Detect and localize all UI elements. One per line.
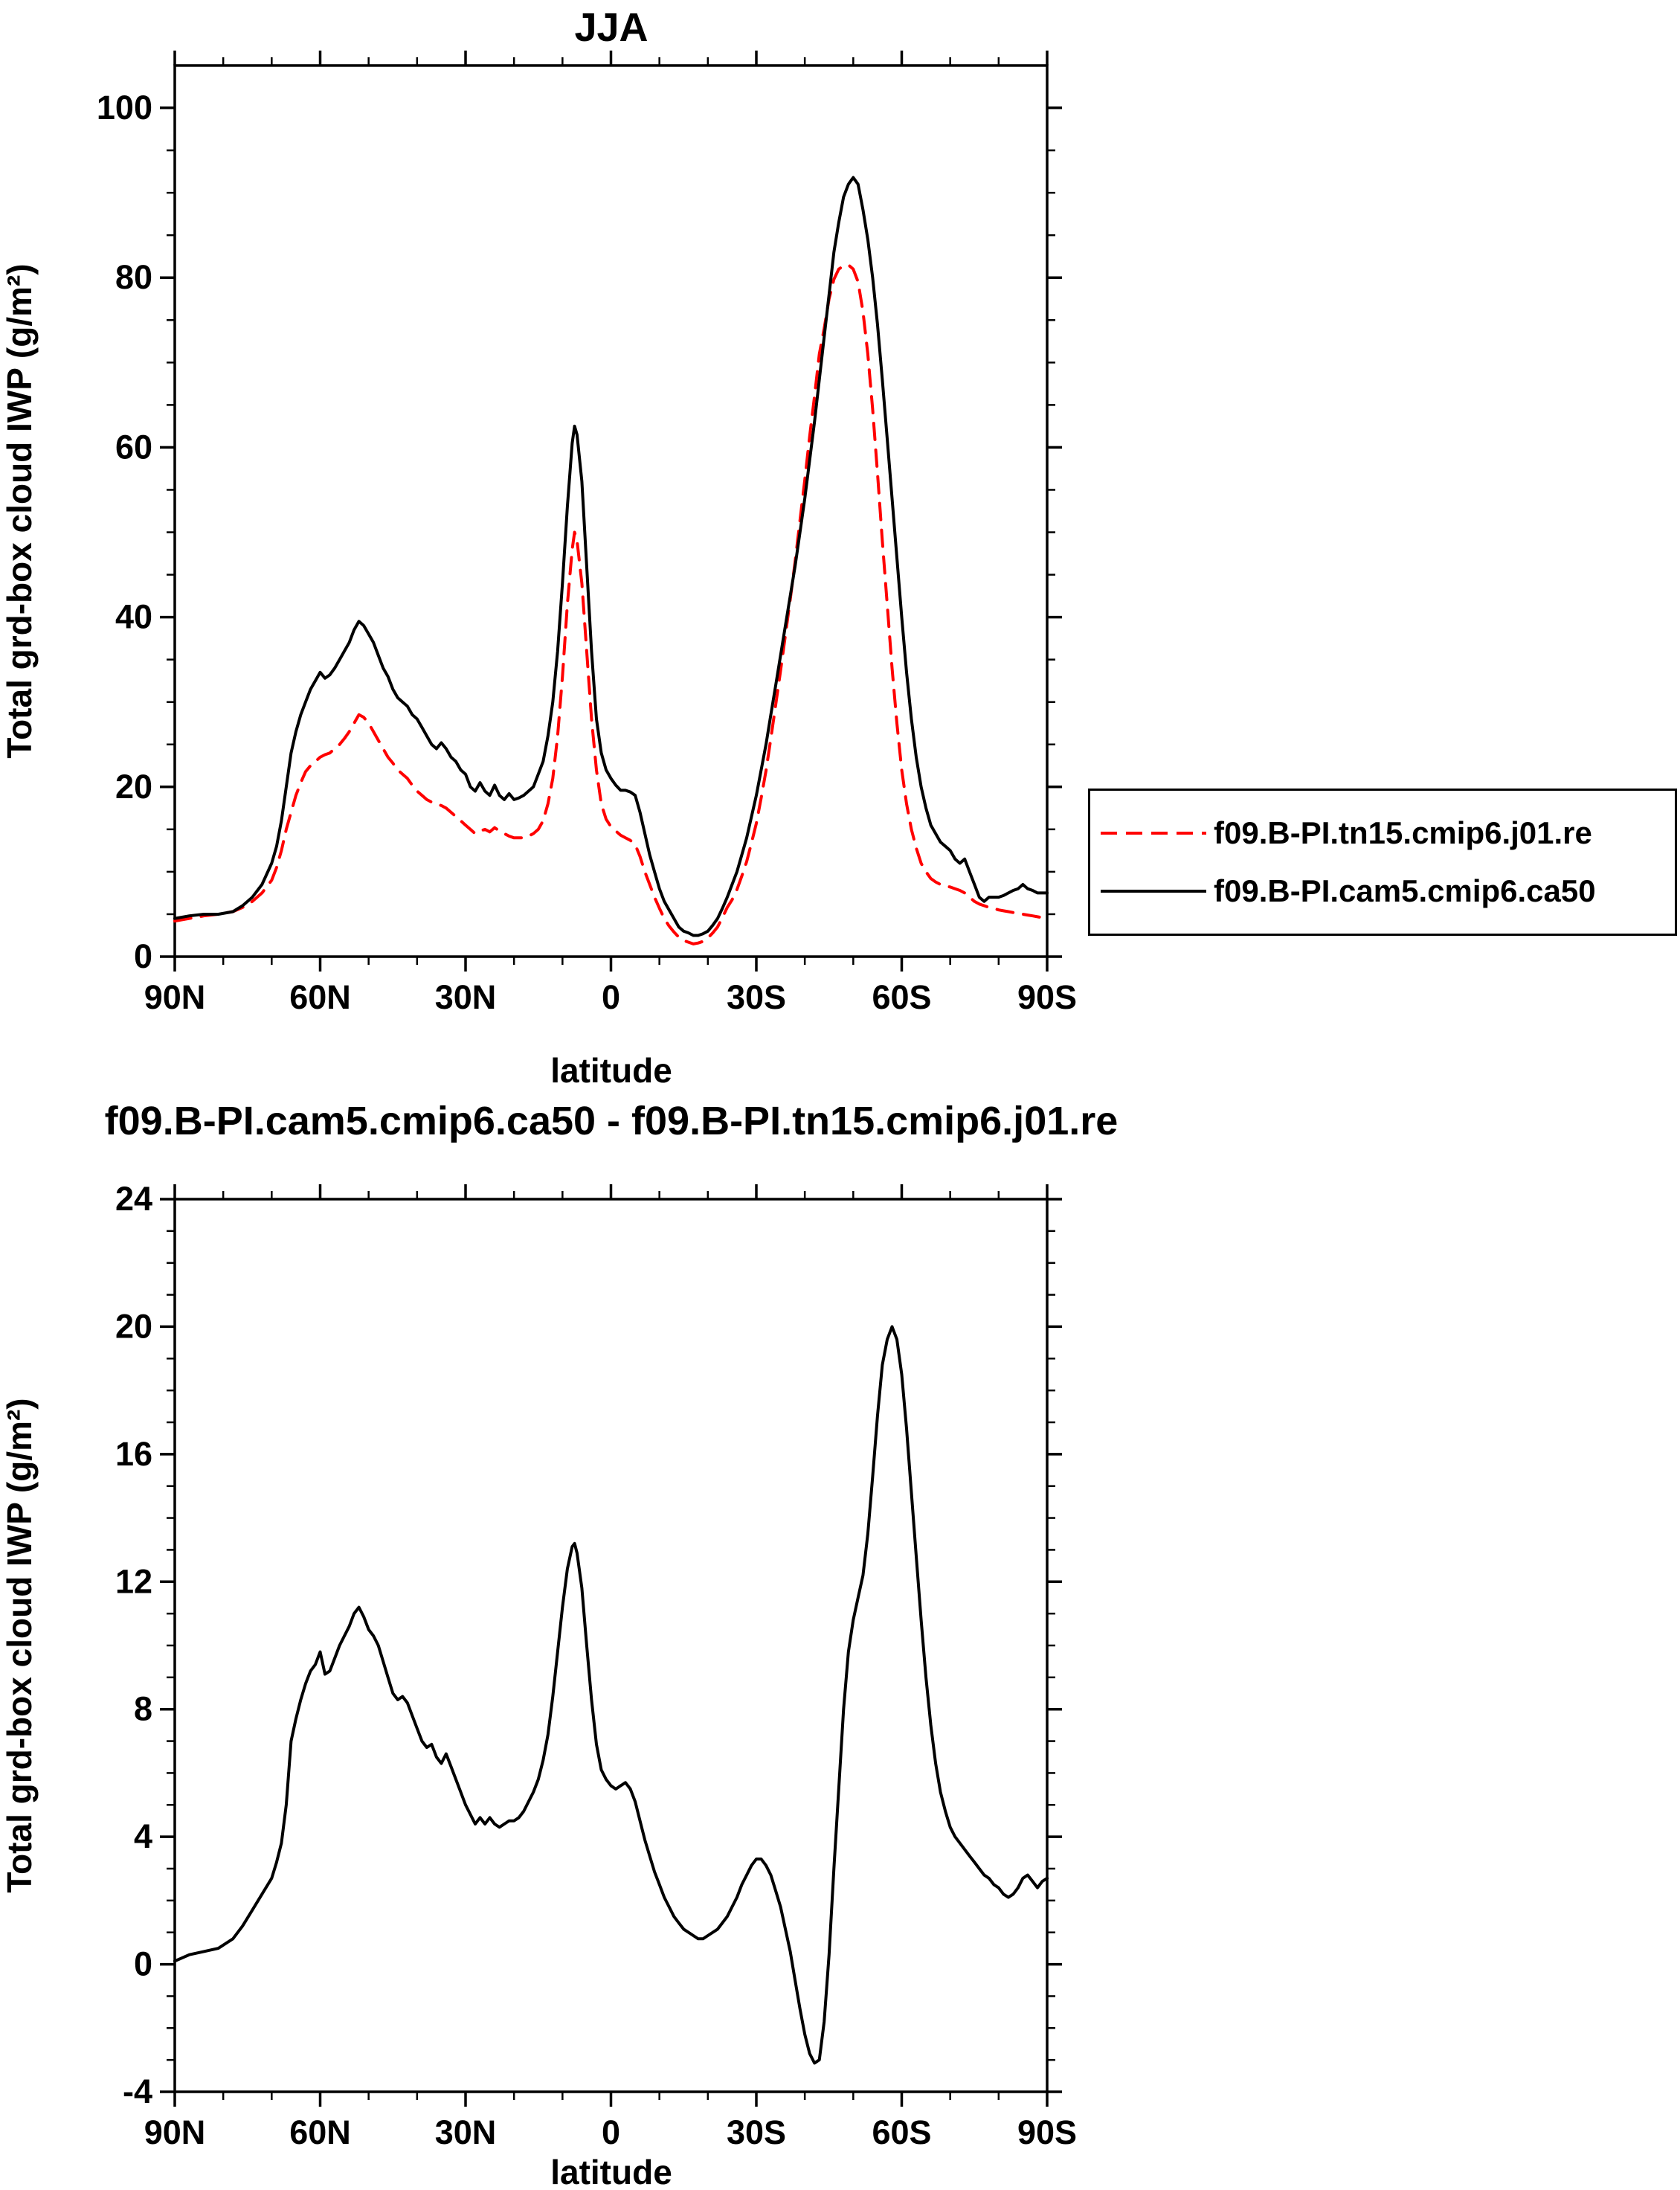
top-chart-title: JJA — [574, 5, 648, 50]
y-tick-label: 80 — [115, 258, 152, 296]
legend-entry-tn15: f09.B-PI.tn15.cmip6.j01.re — [1090, 818, 1675, 849]
series-line-difference (cam5.ca50 - tn15.j01) — [173, 1325, 1049, 2065]
x-tick-label: 30N — [435, 978, 497, 1016]
x-tick-label: 60S — [872, 978, 931, 1016]
top-chart-y-axis-label: Total grd-box cloud IWP (g/m²) — [0, 263, 39, 758]
x-tick-label: 30N — [435, 2113, 497, 2151]
y-tick-label: 20 — [115, 1307, 152, 1345]
legend-red-dashed-line-sample — [1101, 832, 1206, 835]
x-tick-label: 90S — [1017, 978, 1077, 1016]
y-tick-label: 24 — [115, 1180, 152, 1218]
x-tick-label: 90S — [1017, 2113, 1077, 2151]
x-tick-label: 60N — [289, 978, 351, 1016]
series-line-f09.B-PI.tn15.cmip6.j01.re — [173, 263, 1049, 945]
y-tick-label: 0 — [134, 937, 152, 975]
y-tick-label: 0 — [134, 1945, 152, 1983]
legend: f09.B-PI.tn15.cmip6.j01.re f09.B-PI.cam5… — [1088, 789, 1677, 936]
x-tick-label: 30S — [727, 978, 786, 1016]
x-tick-label: 60S — [872, 2113, 931, 2151]
legend-label-cam5: f09.B-PI.cam5.cmip6.ca50 — [1214, 873, 1596, 908]
y-tick-label: 4 — [134, 1817, 152, 1855]
y-tick-label: 40 — [115, 598, 152, 636]
x-tick-label: 0 — [602, 2113, 620, 2151]
y-tick-label: 100 — [97, 89, 152, 126]
x-tick-label: 60N — [289, 2113, 351, 2151]
top-chart-plot-area: 90N 60N 30N 0 30S 60S 90S 0 20 40 60 80 100 — [97, 51, 1077, 1016]
bottom-chart-title: f09.B-PI.cam5.cmip6.ca50 - f09.B-PI.tn15… — [105, 1099, 1119, 1143]
plot-frame — [173, 64, 1049, 958]
plot-frame — [173, 1198, 1049, 2093]
series-line-f09.B-PI.cam5.cmip6.ca50 — [173, 176, 1049, 937]
x-tick-label: 90N — [144, 2113, 206, 2151]
legend-black-solid-line-sample — [1101, 890, 1206, 893]
y-tick-label: 20 — [115, 768, 152, 806]
top-chart-x-axis-label: latitude — [550, 1051, 672, 1090]
x-tick-label: 0 — [602, 978, 620, 1016]
y-tick-label: 12 — [115, 1562, 152, 1600]
x-tick-label: 90N — [144, 978, 206, 1016]
legend-entry-cam5: f09.B-PI.cam5.cmip6.ca50 — [1090, 876, 1675, 907]
bottom-chart-x-axis-label: latitude — [550, 2153, 672, 2190]
legend-label-tn15: f09.B-PI.tn15.cmip6.j01.re — [1214, 815, 1592, 850]
y-tick-label: -4 — [123, 2072, 152, 2110]
y-tick-label: 60 — [115, 428, 152, 466]
bottom-chart-y-axis-label: Total grd-box cloud IWP (g/m²) — [0, 1398, 39, 1892]
x-tick-label: 30S — [727, 2113, 786, 2151]
bottom-chart-plot-area: 90N 60N 30N 0 30S 60S 90S -4 0 4 8 12 16 20 24 — [115, 1180, 1077, 2151]
y-tick-label: 8 — [134, 1690, 152, 1728]
y-tick-label: 16 — [115, 1435, 152, 1473]
